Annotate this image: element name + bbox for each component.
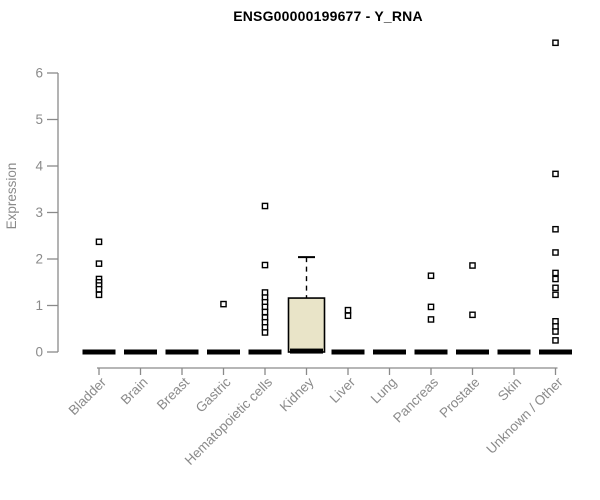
median-bar bbox=[82, 349, 116, 355]
median-bar bbox=[331, 349, 365, 355]
outlier-point bbox=[95, 291, 103, 299]
outlier-point bbox=[427, 316, 435, 323]
y-tick-label: 0 bbox=[35, 345, 43, 360]
outlier-point bbox=[344, 312, 352, 320]
outlier-point bbox=[552, 170, 559, 178]
median-bar bbox=[456, 349, 489, 355]
x-category-label: Unknown / Other bbox=[483, 374, 566, 457]
median-bar bbox=[539, 349, 572, 355]
outlier-point bbox=[344, 306, 352, 314]
median-bar bbox=[414, 349, 448, 355]
y-axis-title: Expression bbox=[4, 163, 19, 230]
median-bar bbox=[207, 349, 240, 355]
x-category-label: Skin bbox=[495, 375, 524, 404]
outlier-point bbox=[552, 39, 559, 47]
median-bar bbox=[373, 349, 406, 355]
outlier-point bbox=[427, 272, 435, 280]
outlier-point bbox=[261, 261, 269, 269]
outlier-point bbox=[261, 308, 269, 316]
outlier-point bbox=[552, 275, 559, 283]
outlier-point bbox=[552, 291, 559, 299]
outlier-point bbox=[95, 238, 103, 246]
y-tick-label: 4 bbox=[35, 159, 43, 174]
x-category-label: Prostate bbox=[436, 375, 482, 421]
median-bar bbox=[124, 349, 157, 355]
x-category-label: Lung bbox=[368, 375, 400, 407]
outlier-point bbox=[95, 260, 103, 267]
outlier-point bbox=[220, 300, 227, 308]
outlier-point bbox=[552, 328, 559, 335]
outlier-point bbox=[552, 337, 559, 344]
outlier-point bbox=[552, 284, 559, 292]
outlier-point bbox=[469, 262, 476, 269]
y-tick-label: 1 bbox=[35, 298, 43, 313]
median-bar bbox=[248, 349, 282, 355]
outlier-point bbox=[552, 225, 559, 233]
median-bar bbox=[165, 349, 199, 355]
outlier-point bbox=[469, 311, 476, 319]
median-bar bbox=[497, 349, 531, 355]
x-category-label: Bladder bbox=[66, 374, 110, 418]
outlier-point bbox=[552, 249, 559, 256]
outlier-point bbox=[552, 269, 559, 277]
x-category-label: Brain bbox=[118, 375, 151, 408]
y-tick-label: 5 bbox=[35, 112, 43, 127]
median-bar bbox=[290, 348, 323, 354]
outlier-point bbox=[261, 329, 269, 336]
x-category-label: Liver bbox=[327, 374, 359, 406]
chart-title: ENSG00000199677 - Y_RNA bbox=[233, 8, 423, 24]
x-category-label: Breast bbox=[154, 374, 192, 412]
box-rect bbox=[287, 297, 326, 353]
outlier-point bbox=[261, 202, 269, 210]
y-tick-label: 6 bbox=[35, 66, 43, 81]
x-category-label: Kidney bbox=[277, 374, 317, 414]
x-category-label: Pancreas bbox=[390, 374, 441, 425]
x-category-label: Gastric bbox=[193, 374, 234, 415]
y-tick-label: 3 bbox=[35, 205, 43, 220]
outlier-point bbox=[95, 285, 103, 293]
y-tick-label: 2 bbox=[35, 252, 43, 267]
outlier-point bbox=[427, 303, 435, 311]
